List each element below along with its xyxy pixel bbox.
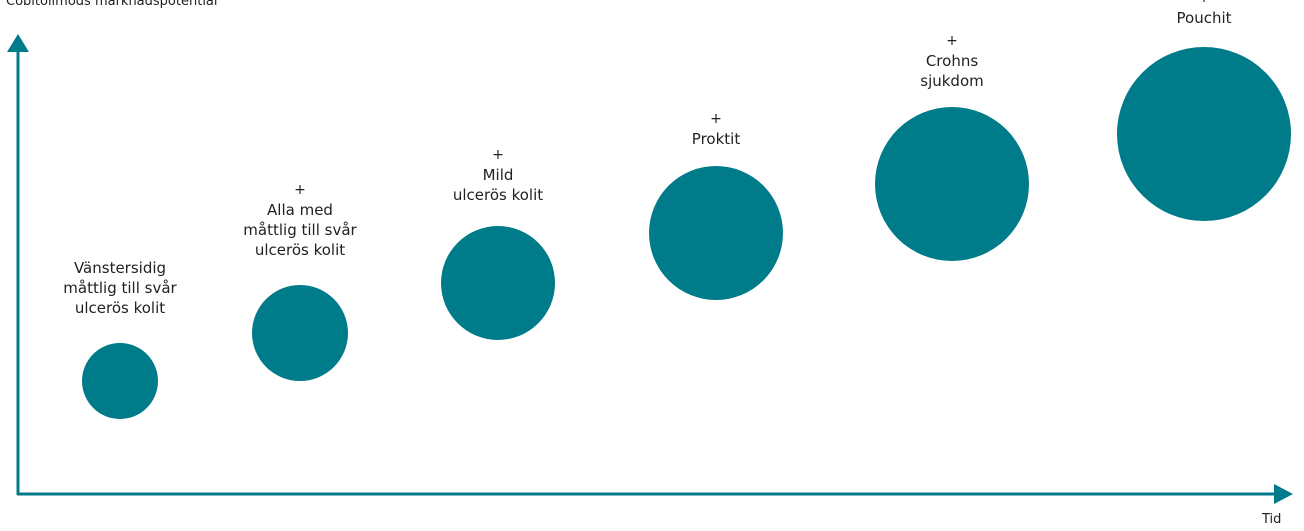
plus-sign: +	[710, 111, 722, 127]
stage-label-line: Proktit	[691, 130, 741, 148]
stage-bubble	[1117, 47, 1291, 221]
stage-label-line: Alla med	[267, 201, 333, 219]
stage-bubble	[875, 107, 1029, 261]
plus-sign: +	[294, 182, 306, 198]
stage-label-line: ulcerös kolit	[74, 299, 166, 317]
stage-label-line: måttlig till svår	[63, 279, 177, 297]
stage-bubble	[441, 226, 555, 340]
stage-label-line: Pouchit	[1176, 9, 1232, 27]
plus-sign: +	[1104, 0, 1304, 8]
stage-label-line: måttlig till svår	[243, 221, 357, 239]
bubbles-group	[82, 47, 1291, 419]
stage-bubble	[82, 343, 158, 419]
stage-label: Vänstersidig måttlig till svår ulcerös kol…	[20, 258, 220, 318]
stage-label: + Crohns sjukdom	[852, 31, 1052, 91]
y-axis-title: Cobitolimods marknadspotential	[6, 0, 218, 9]
x-axis-title: Tid	[1262, 512, 1282, 527]
stage-label-line: ulcerös kolit	[452, 186, 544, 204]
stage-label: +Pouchit	[1104, 0, 1304, 28]
stage-label-line: Vänstersidig	[73, 259, 167, 277]
plus-sign: +	[492, 147, 504, 163]
stage-bubble	[252, 285, 348, 381]
stage-label: + Alla med måttlig till svår ulcerös kolit	[200, 180, 400, 260]
stage-label-line: ulcerös kolit	[254, 241, 346, 259]
x-axis-arrow-icon	[1274, 484, 1293, 504]
stage-label-line: sjukdom	[920, 72, 984, 90]
stage-label: + Proktit	[616, 109, 816, 149]
stage-label-line: Crohns	[925, 52, 979, 70]
stage-bubble	[649, 166, 783, 300]
plus-sign: +	[946, 33, 958, 49]
y-axis-arrow-icon	[7, 34, 29, 52]
stage-label: + Mild ulcerös kolit	[398, 145, 598, 205]
stage-label-line: Mild	[482, 166, 514, 184]
